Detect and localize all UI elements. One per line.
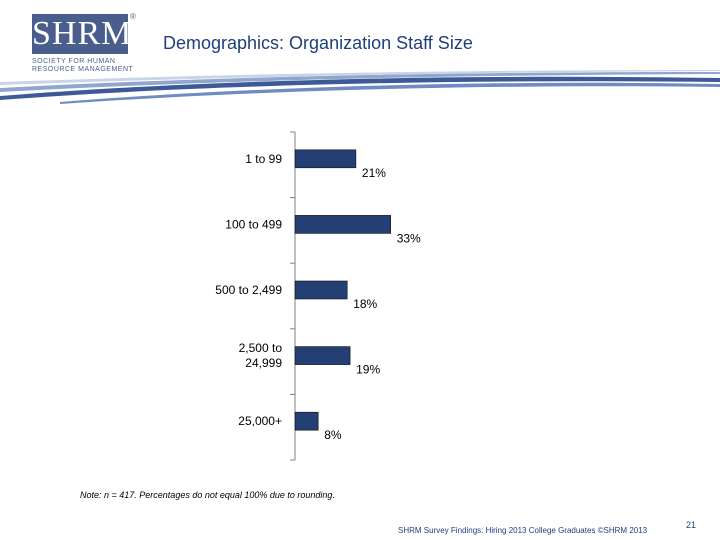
chart-note: Note: n = 417. Percentages do not equal … (80, 490, 335, 500)
header-swoosh-band (0, 70, 720, 104)
logo-tagline-2: RESOURCE MANAGEMENT (32, 66, 134, 73)
data-label-2: 18% (353, 297, 377, 311)
slide-title: Demographics: Organization Staff Size (163, 33, 473, 53)
logo-tagline-1: SOCIETY FOR HUMAN (32, 58, 116, 65)
category-label-3-1: 24,999 (245, 356, 282, 370)
category-label-4-0: 25,000+ (238, 414, 282, 428)
data-label-0: 21% (362, 166, 386, 180)
logo-registered-mark: ® (130, 12, 136, 21)
bar-4 (294, 411, 319, 431)
data-label-3: 19% (356, 363, 380, 377)
page-number: 21 (686, 520, 697, 530)
bar-3 (294, 346, 351, 365)
category-label-1-0: 100 to 499 (225, 217, 282, 231)
bar-2 (294, 280, 348, 300)
data-label-4: 8% (324, 428, 342, 442)
category-label-3-0: 2,500 to (239, 341, 283, 355)
data-label-1: 33% (397, 231, 421, 245)
category-label-0-0: 1 to 99 (245, 152, 282, 166)
shrm-logo: SHRM ® SOCIETY FOR HUMAN RESOURCE MANAGE… (30, 12, 140, 76)
logo-wordmark: SHRM (32, 14, 133, 54)
slide-footer: SHRM Survey Findings: Hiring 2013 Colleg… (398, 526, 648, 535)
bar-0 (294, 149, 357, 169)
bar-1 (294, 215, 391, 234)
category-label-2-0: 500 to 2,499 (215, 283, 282, 297)
